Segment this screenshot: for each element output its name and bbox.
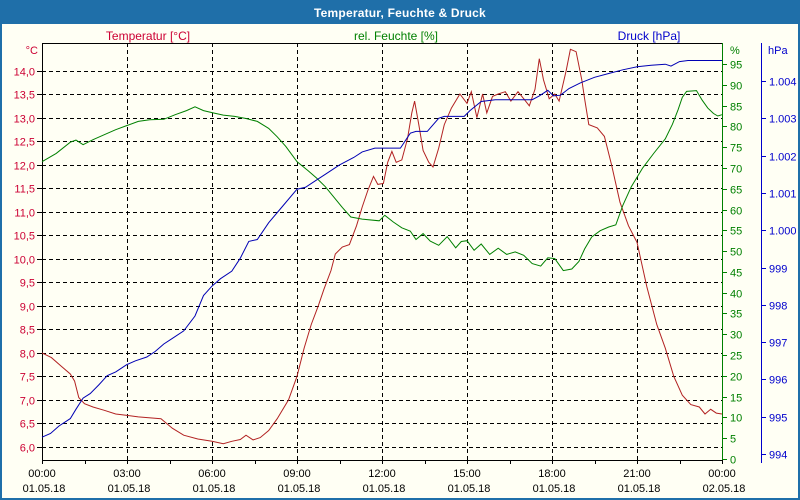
grid-lines [42, 43, 722, 460]
humidity-tick-label: 85 [730, 102, 742, 114]
humidity-axis-unit: % [730, 45, 740, 57]
temp-tick-label: 11,0 [14, 208, 35, 220]
pressure-tick-label: 1.003 [769, 114, 797, 126]
temp-tick-label: 13,5 [14, 90, 35, 102]
temp-tick-label: 14,0 [14, 67, 35, 79]
legend-humidity: rel. Feuchte [%] [353, 29, 439, 43]
humidity-tick-label: 95 [730, 60, 742, 72]
pressure-axis-unit: hPa [768, 45, 788, 57]
plot-frame [42, 43, 762, 463]
x-date-label: 01.05.18 [108, 483, 151, 495]
series-pressure-line [41, 60, 722, 438]
window-title: Temperatur, Feuchte & Druck [314, 6, 486, 20]
legend-temperature: Temperatur [°C] [105, 29, 191, 43]
x-date-label: 01.05.18 [448, 483, 491, 495]
axis-ticks [37, 64, 766, 464]
humidity-tick-label: 75 [730, 143, 742, 155]
humidity-tick-label: 90 [730, 81, 742, 93]
temp-tick-label: 6,5 [20, 419, 35, 431]
pressure-tick-label: 996 [769, 375, 787, 387]
x-time-label: 15:00 [453, 468, 481, 480]
x-date-label: 01.05.18 [363, 483, 406, 495]
temp-tick-label: 6,0 [20, 443, 35, 455]
temp-tick-label: 9,5 [20, 278, 35, 290]
temp-tick-label: 7,0 [20, 396, 35, 408]
humidity-tick-label: 30 [730, 330, 742, 342]
pressure-tick-label: 997 [769, 338, 787, 350]
pressure-tick-label: 994 [769, 450, 787, 462]
humidity-tick-label: 10 [730, 413, 742, 425]
x-time-label: 00:00 [28, 468, 56, 480]
humidity-tick-label: 65 [730, 185, 742, 197]
series-temperature-line [41, 48, 723, 445]
temp-tick-label: 8,5 [20, 325, 35, 337]
x-date-label: 02.05.18 [703, 483, 746, 495]
pressure-tick-label: 995 [769, 413, 787, 425]
humidity-tick-label: 0 [730, 455, 736, 467]
x-time-label: 03:00 [113, 468, 141, 480]
x-time-label: 12:00 [368, 468, 396, 480]
humidity-tick-label: 70 [730, 164, 742, 176]
x-time-label: 06:00 [198, 468, 226, 480]
temp-tick-label: 7,5 [20, 372, 35, 384]
x-date-label: 01.05.18 [533, 483, 576, 495]
title-bar: Temperatur, Feuchte & Druck [2, 2, 798, 24]
pressure-tick-label: 1.004 [769, 77, 797, 89]
humidity-tick-label: 20 [730, 372, 742, 384]
x-date-label: 01.05.18 [278, 483, 321, 495]
axis-labels: 14,0 13,5 13,0 12,5 12,0 11,5 11,0 10,5 10,0 9,5 9… [14, 45, 797, 495]
pressure-tick-label: 999 [769, 264, 787, 276]
temp-tick-label: 12,0 [14, 161, 35, 173]
pressure-tick-label: 1.000 [769, 226, 797, 238]
humidity-tick-label: 45 [730, 268, 742, 280]
humidity-tick-label: 55 [730, 226, 742, 238]
pressure-tick-label: 998 [769, 301, 787, 313]
pressure-tick-label: 1.001 [769, 189, 797, 201]
temp-tick-label: 10,0 [14, 255, 35, 267]
temp-axis-unit: °C [26, 45, 38, 57]
humidity-tick-label: 35 [730, 309, 742, 321]
x-time-label: 09:00 [283, 468, 311, 480]
series-humidity-line [41, 90, 723, 272]
temp-tick-label: 11,5 [14, 184, 35, 196]
humidity-tick-label: 80 [730, 122, 742, 134]
x-time-label: 21:00 [623, 468, 651, 480]
humidity-tick-label: 5 [730, 434, 736, 446]
x-date-label: 01.05.18 [618, 483, 661, 495]
humidity-tick-label: 60 [730, 206, 742, 218]
legend-pressure: Druck [hPa] [617, 29, 681, 43]
humidity-tick-label: 15 [730, 393, 742, 405]
humidity-tick-label: 50 [730, 247, 742, 259]
x-date-label: 01.05.18 [193, 483, 236, 495]
x-time-label: 00:00 [708, 468, 736, 480]
temp-tick-label: 13,0 [14, 114, 35, 126]
humidity-tick-label: 40 [730, 289, 742, 301]
x-time-label: 18:00 [538, 468, 566, 480]
temp-tick-label: 12,5 [14, 137, 35, 149]
x-date-label: 01.05.18 [23, 483, 66, 495]
temp-tick-label: 9,0 [20, 302, 35, 314]
pressure-tick-label: 1.002 [769, 152, 797, 164]
temp-tick-label: 8,0 [20, 349, 35, 361]
temp-tick-label: 10,5 [14, 231, 35, 243]
humidity-tick-label: 25 [730, 351, 742, 363]
